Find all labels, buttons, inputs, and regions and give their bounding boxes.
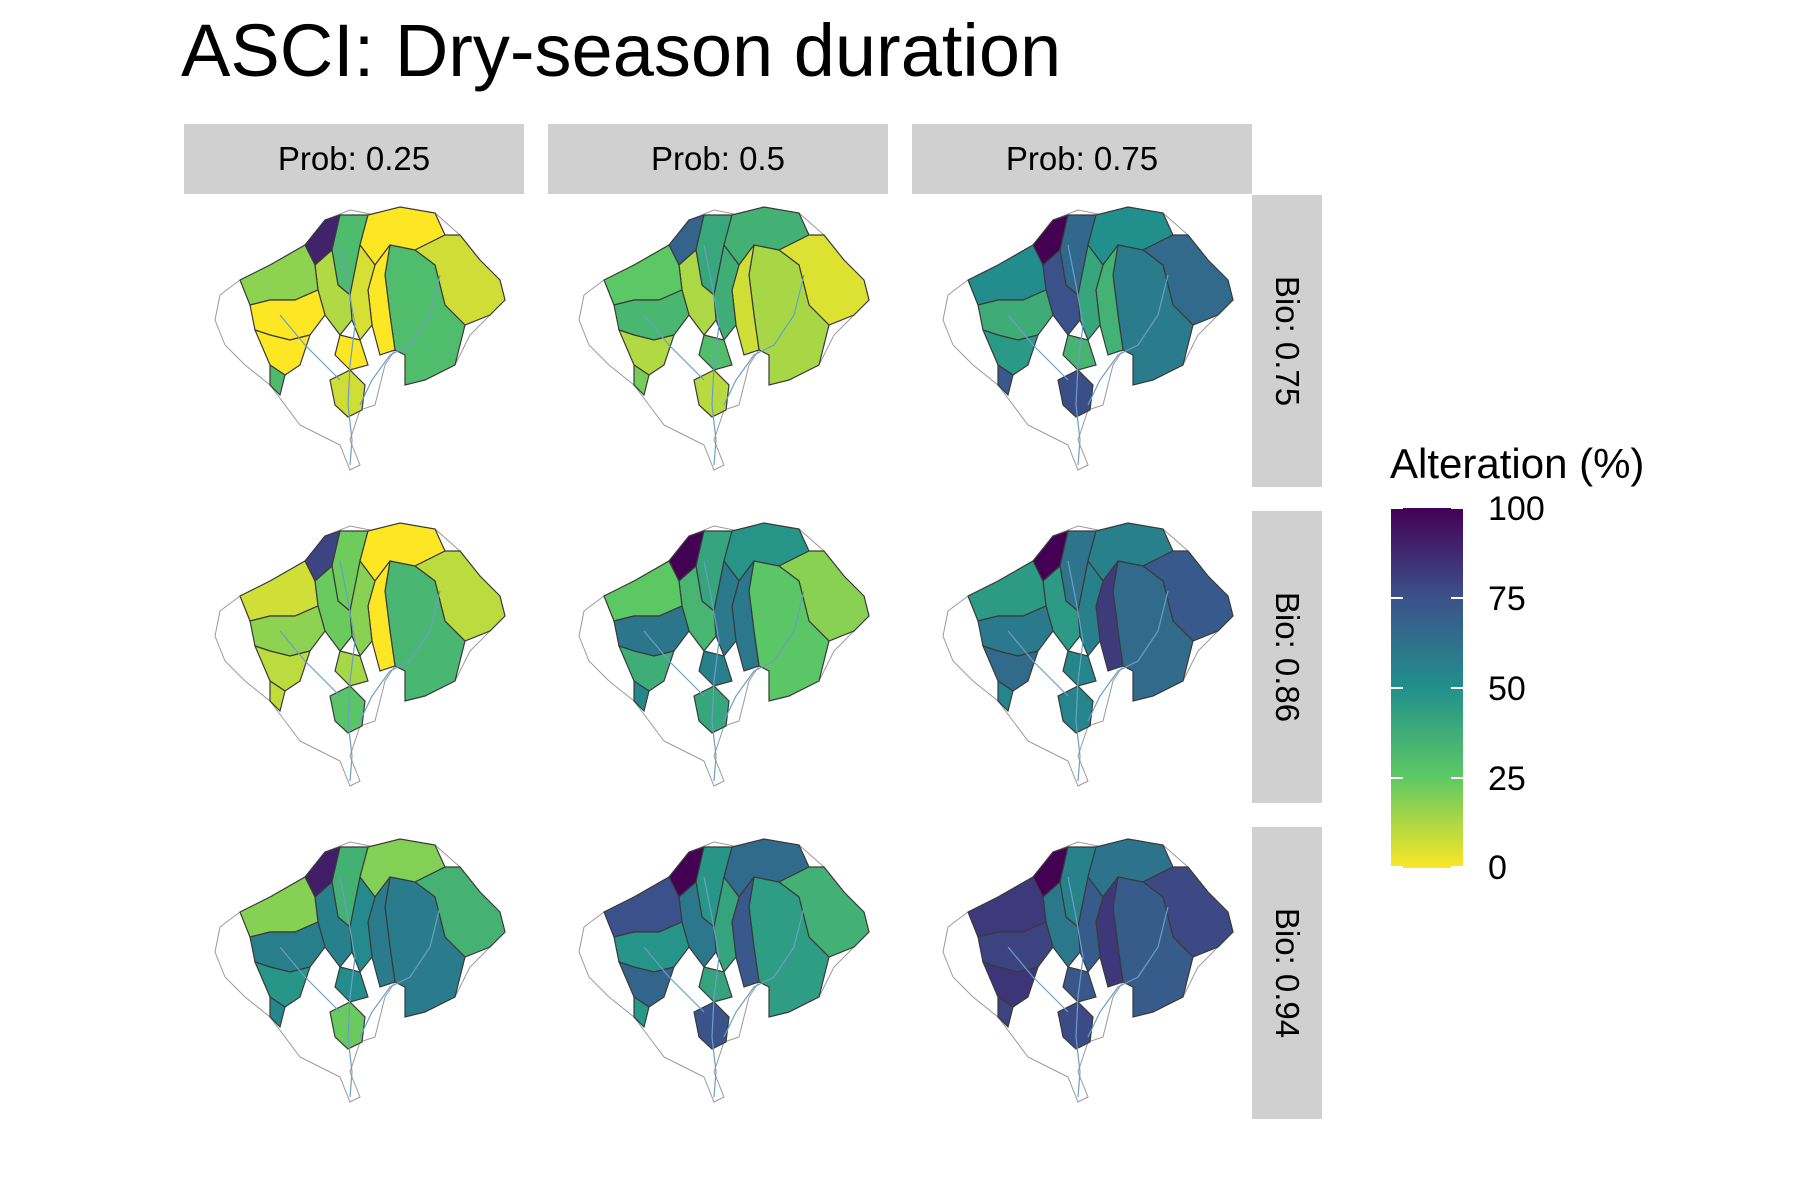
watershed [693, 1001, 730, 1050]
map-panel [578, 838, 870, 1103]
river [723, 906, 805, 1038]
legend-title: Alteration (%) [1390, 440, 1645, 487]
row-strip-bio-0.75: Bio: 0.75 [1252, 195, 1322, 487]
watershed [633, 679, 650, 713]
colorbar-tick [1391, 507, 1403, 509]
row-strip-label: Bio: 0.86 [1269, 591, 1307, 723]
colorbar-tick [1391, 866, 1403, 868]
colorbar-tick [1451, 507, 1463, 509]
river [1067, 876, 1084, 1098]
watershed [1077, 559, 1104, 658]
river [723, 590, 805, 722]
map-panel [578, 206, 870, 471]
colorbar-tick-label: 75 [1488, 580, 1526, 618]
map-panel [942, 522, 1234, 787]
river [1067, 560, 1084, 782]
map-panel [214, 838, 506, 1103]
watershed [997, 679, 1014, 713]
river [643, 314, 705, 381]
river [1007, 630, 1069, 697]
watershed [1057, 369, 1094, 418]
watershed [713, 243, 740, 342]
watershed [713, 875, 740, 974]
river [643, 630, 705, 697]
colorbar-tick-label: 100 [1488, 490, 1545, 528]
river [703, 876, 720, 1098]
watershed [329, 369, 366, 418]
river [359, 906, 441, 1038]
river [359, 274, 441, 406]
river [279, 630, 341, 697]
colorbar-tick [1451, 687, 1463, 689]
map-panel [942, 838, 1234, 1103]
river [643, 946, 705, 1013]
watershed [713, 559, 740, 658]
watershed [269, 679, 286, 713]
river [723, 274, 805, 406]
watershed [633, 995, 650, 1029]
river [1007, 314, 1069, 381]
row-strip-bio-0.94: Bio: 0.94 [1252, 827, 1322, 1119]
row-strip-label: Bio: 0.75 [1269, 275, 1307, 407]
river [1087, 274, 1169, 406]
watershed [1077, 875, 1104, 974]
chart-title: ASCI: Dry-season duration [181, 9, 1062, 92]
watershed [997, 363, 1014, 397]
map-panel [578, 522, 870, 787]
watershed [997, 995, 1014, 1029]
watershed [693, 369, 730, 418]
watershed [269, 995, 286, 1029]
colorbar-tick [1451, 777, 1463, 779]
colorbar-tick [1451, 597, 1463, 599]
watershed [349, 559, 376, 658]
river [703, 244, 720, 466]
river [359, 590, 441, 722]
row-strip-label: Bio: 0.94 [1269, 907, 1307, 1039]
river [1007, 946, 1069, 1013]
map-panel [942, 206, 1234, 471]
river [279, 314, 341, 381]
column-strip-label: Prob: 0.75 [1005, 140, 1159, 177]
colorbar-tick [1391, 597, 1403, 599]
colorbar-tick-label: 50 [1488, 670, 1526, 708]
column-strip-label: Prob: 0.25 [277, 140, 431, 177]
river [1087, 906, 1169, 1038]
colorbar-tick [1451, 866, 1463, 868]
river [1067, 244, 1084, 466]
watershed [1057, 685, 1094, 734]
colorbar-tick [1391, 777, 1403, 779]
column-strip-label: Prob: 0.5 [651, 140, 785, 177]
map-panels [214, 206, 1234, 1103]
river [339, 244, 356, 466]
colorbar-tick-label: 0 [1488, 849, 1507, 887]
river [339, 876, 356, 1098]
watershed [633, 363, 650, 397]
river [279, 946, 341, 1013]
watershed [269, 363, 286, 397]
column-strip-prob-0.75: Prob: 0.75 [912, 124, 1252, 194]
watershed [329, 1001, 366, 1050]
river [703, 560, 720, 782]
watershed [1057, 1001, 1094, 1050]
river [339, 560, 356, 782]
watershed [329, 685, 366, 734]
colorbar-tick [1391, 687, 1403, 689]
colorbar-tick-label: 25 [1488, 760, 1526, 798]
watershed [349, 243, 376, 342]
column-strip-prob-0.5: Prob: 0.5 [548, 124, 888, 194]
river [1087, 590, 1169, 722]
watershed [1077, 243, 1104, 342]
row-strip-bio-0.86: Bio: 0.86 [1252, 511, 1322, 803]
map-panel [214, 522, 506, 787]
column-strip-prob-0.25: Prob: 0.25 [184, 124, 524, 194]
watershed [693, 685, 730, 734]
map-panel [214, 206, 506, 471]
watershed [349, 875, 376, 974]
